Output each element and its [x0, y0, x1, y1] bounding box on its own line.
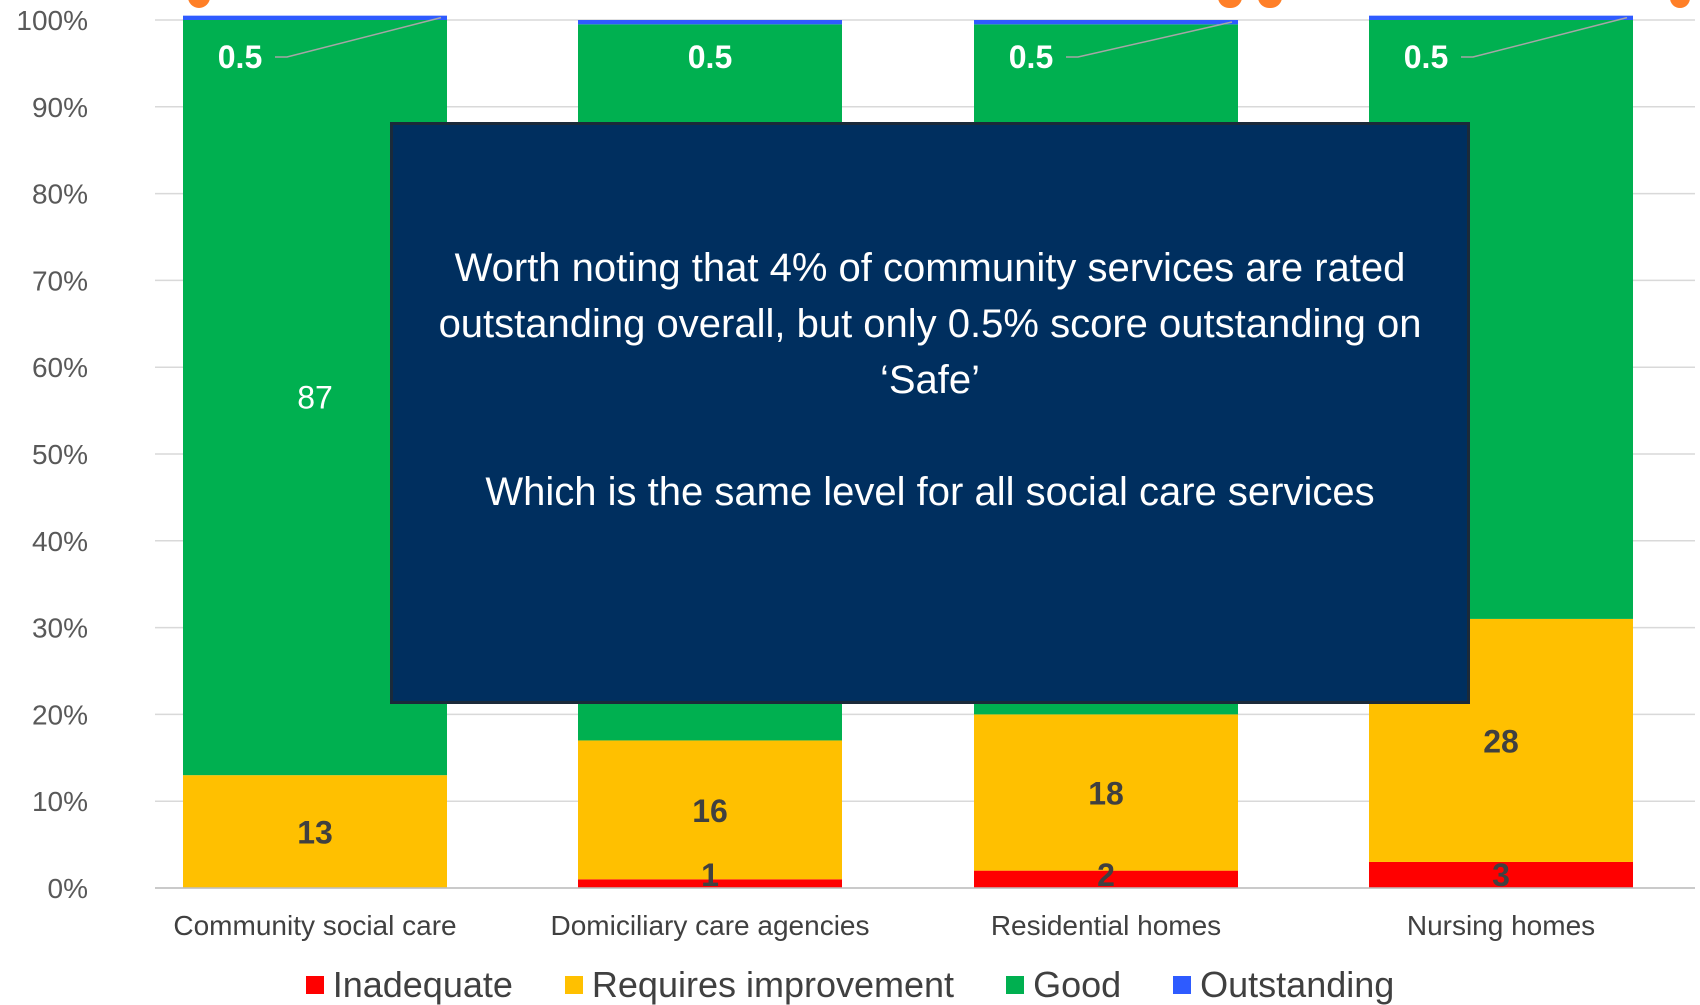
data-label: 28 [1483, 723, 1519, 759]
y-tick-label: 100% [16, 5, 88, 36]
chart-legend: Inadequate Requires improvement Good Outsta… [0, 965, 1700, 1005]
data-label: 18 [1088, 776, 1124, 812]
bar-segment [1369, 16, 1633, 20]
callout-box: Worth noting that 4% of community servic… [390, 122, 1470, 704]
bar-segment [578, 20, 842, 24]
data-label: 0.5 [1009, 39, 1053, 75]
y-tick-label: 20% [32, 699, 88, 730]
legend-item: Requires improvement [565, 965, 954, 1005]
data-label: 16 [692, 793, 728, 829]
callout-text-primary: Worth noting that 4% of community servic… [393, 240, 1467, 408]
data-label: 0.5 [218, 39, 262, 75]
data-label: 13 [297, 815, 333, 851]
y-tick-label: 10% [32, 786, 88, 817]
legend-swatch [306, 976, 324, 994]
legend-label: Good [1033, 965, 1121, 1005]
legend-swatch [1006, 976, 1024, 994]
legend-item: Outstanding [1173, 965, 1394, 1005]
x-category-label: Domiciliary care agencies [550, 910, 869, 941]
y-tick-label: 80% [32, 179, 88, 210]
legend-label: Outstanding [1200, 965, 1394, 1005]
legend-item: Good [1006, 965, 1121, 1005]
data-label: 87 [297, 380, 333, 416]
y-tick-label: 40% [32, 526, 88, 557]
x-category-label: Residential homes [991, 910, 1221, 941]
legend-swatch [565, 976, 583, 994]
y-tick-label: 50% [32, 439, 88, 470]
legend-swatch [1173, 976, 1191, 994]
y-tick-label: 30% [32, 613, 88, 644]
legend-label: Requires improvement [592, 965, 954, 1005]
legend-item: Inadequate [306, 965, 513, 1005]
y-tick-label: 70% [32, 265, 88, 296]
bar-segment [183, 16, 447, 20]
y-tick-label: 90% [32, 92, 88, 123]
x-category-label: Nursing homes [1407, 910, 1595, 941]
data-label: 0.5 [1404, 39, 1448, 75]
y-tick-label: 60% [32, 352, 88, 383]
bar-segment [974, 20, 1238, 24]
callout-text-secondary: Which is the same level for all social c… [393, 464, 1467, 520]
y-tick-label: 0% [48, 873, 88, 904]
x-category-label: Community social care [173, 910, 456, 941]
legend-label: Inadequate [333, 965, 513, 1005]
data-label: 0.5 [688, 39, 732, 75]
